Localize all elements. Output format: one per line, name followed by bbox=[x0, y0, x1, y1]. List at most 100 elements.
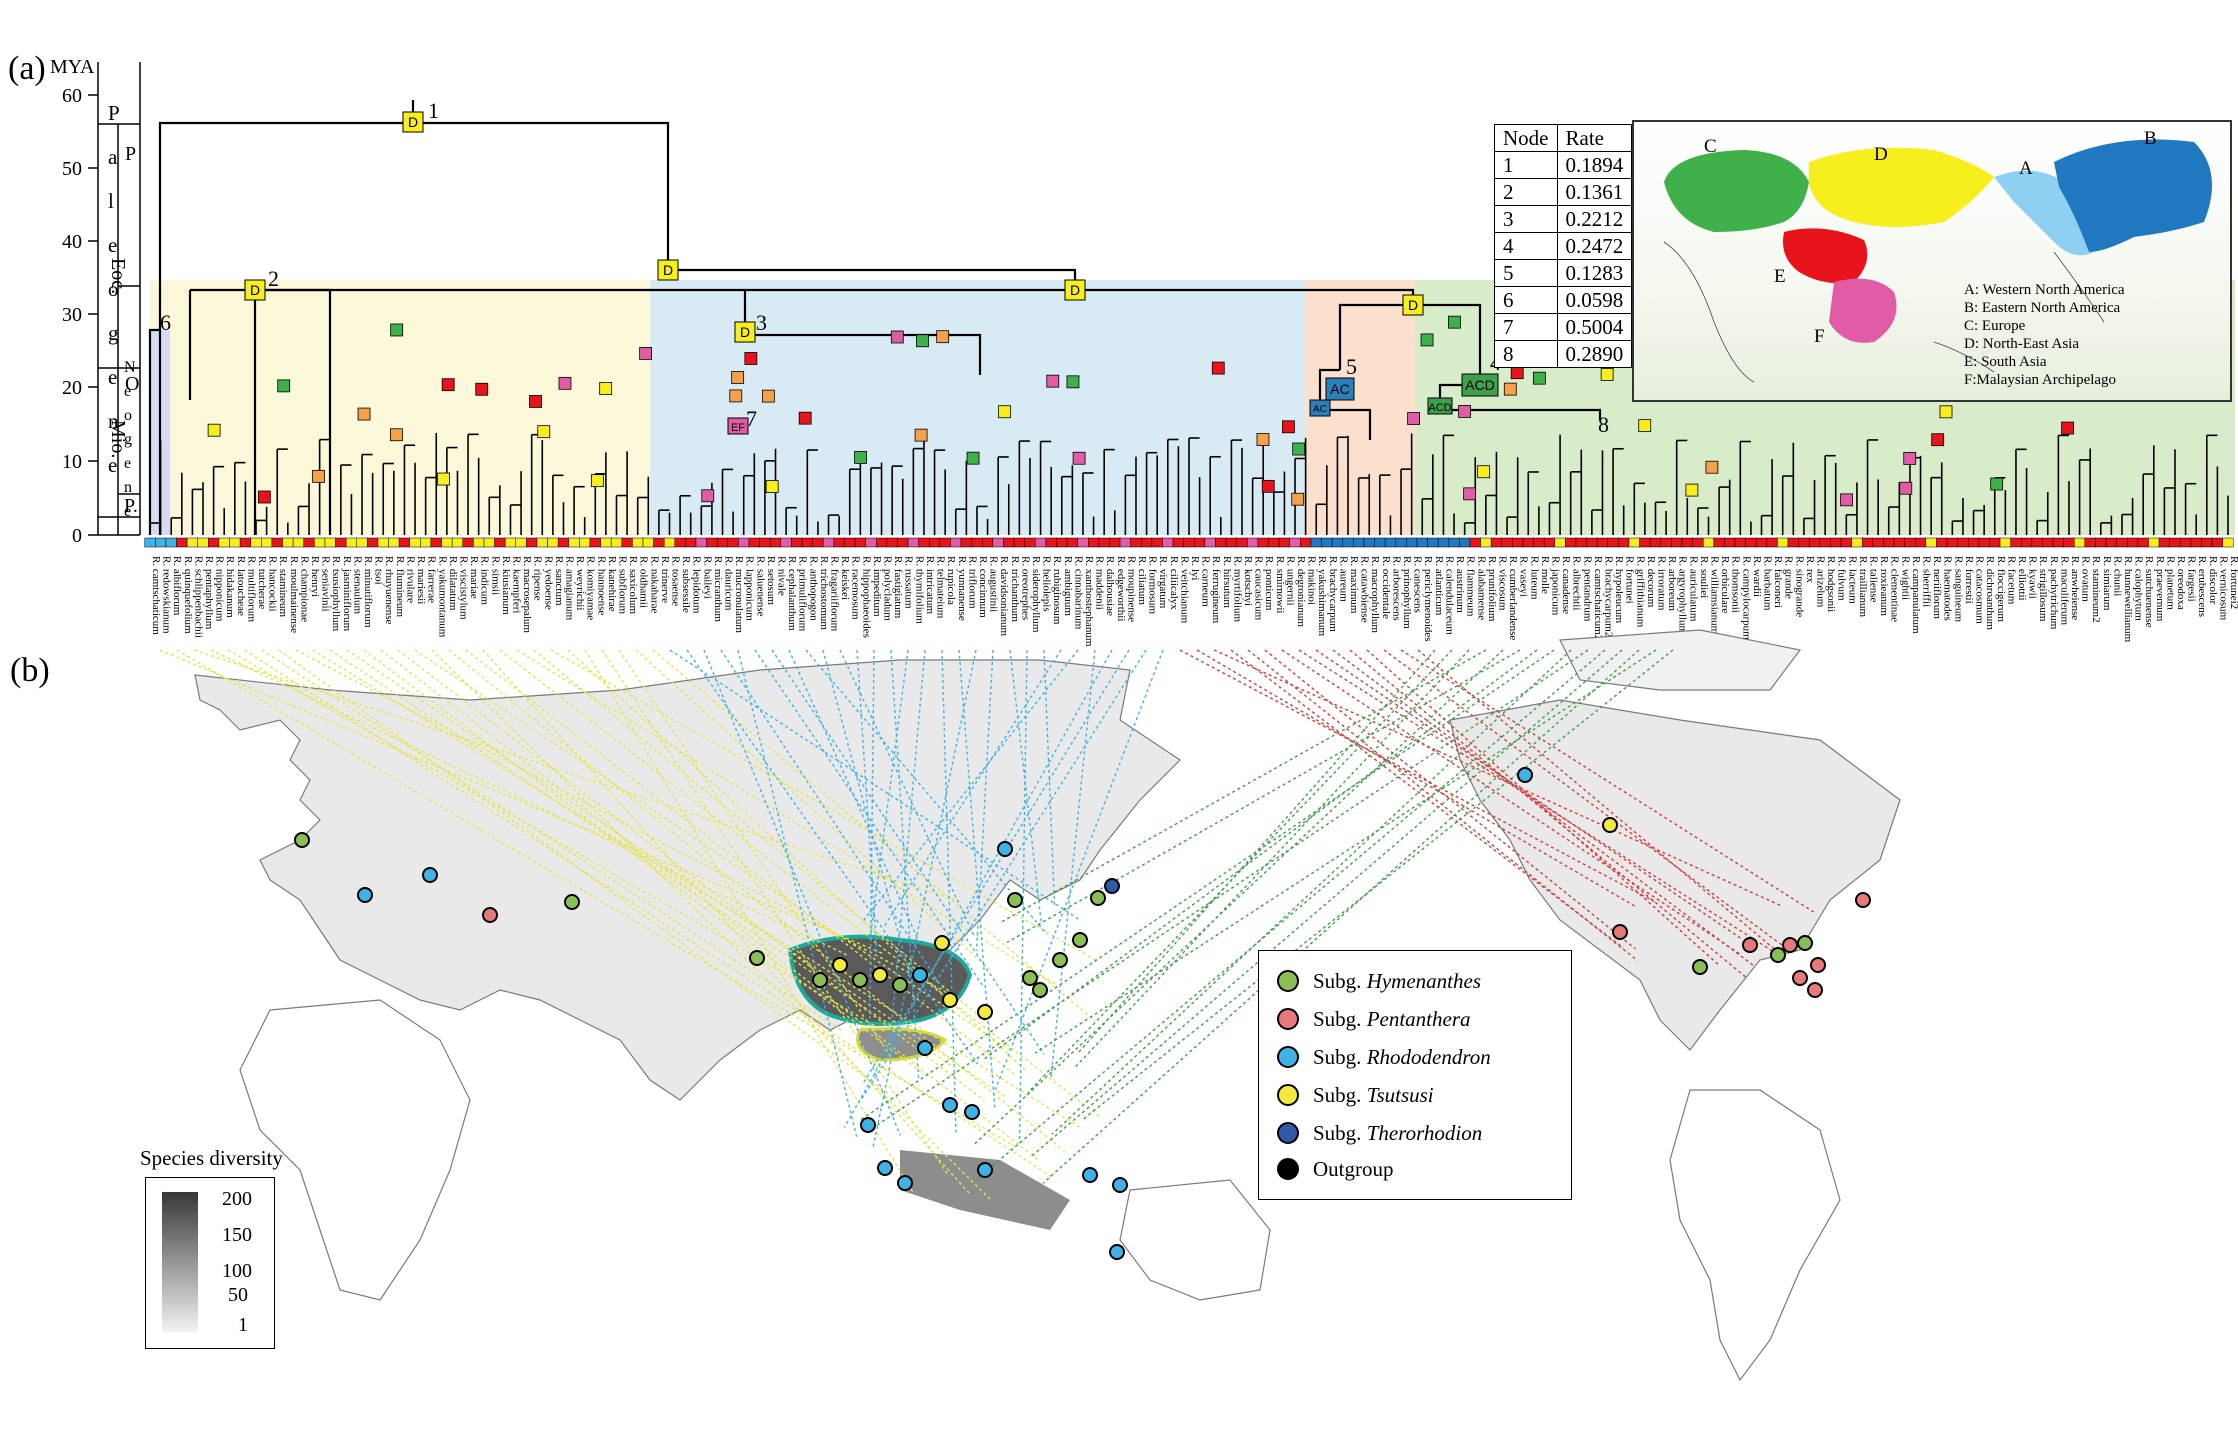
internal-node-marker bbox=[1638, 419, 1652, 433]
svg-text:AC: AC bbox=[1313, 404, 1327, 415]
species-name: R. griffithianum bbox=[1634, 556, 1646, 628]
species-name: R. flammeum bbox=[1465, 556, 1477, 617]
tip-area-cell bbox=[1236, 537, 1248, 548]
clade-bg-rhododendron bbox=[650, 280, 1305, 535]
tip-area-cell bbox=[377, 537, 389, 548]
tip-area-cell bbox=[1162, 537, 1174, 548]
species-name: R. hidakanum bbox=[224, 556, 236, 618]
dispersal-line bbox=[754, 649, 983, 986]
tip-area-cell bbox=[992, 537, 1004, 548]
dispersal-line bbox=[635, 649, 991, 971]
internal-node-marker bbox=[2061, 421, 2074, 435]
internal-node-marker bbox=[765, 480, 779, 494]
species-name: R. sinogrande bbox=[1793, 556, 1805, 617]
species-name: R. catawbiense bbox=[1359, 556, 1371, 623]
tip-area-cell bbox=[769, 537, 782, 548]
tip-area-cell bbox=[791, 537, 803, 548]
tip-area-cell bbox=[335, 537, 347, 548]
epoch-letter-neogene: e bbox=[124, 455, 131, 472]
svg-text:D: D bbox=[250, 282, 260, 298]
diversity-malesia bbox=[900, 1150, 1070, 1230]
epoch-letter-neogene: N bbox=[124, 359, 136, 376]
rate-table-rate: 0.1361 bbox=[1556, 178, 1633, 206]
tip-area-cell bbox=[1257, 537, 1269, 548]
species-name: R. subflorum bbox=[616, 556, 628, 615]
species-name: R. anthopogon bbox=[807, 556, 819, 621]
tip-area-cell bbox=[1840, 537, 1852, 548]
occurrence-point bbox=[357, 887, 373, 903]
species-name: R. intricatum bbox=[924, 556, 936, 614]
epoch-labels: P Eoc. O Mio. P. bbox=[107, 143, 139, 517]
diversity-tick-1: 1 bbox=[238, 1314, 248, 1336]
occurrence-point bbox=[897, 1175, 913, 1191]
tip-area-cell bbox=[610, 537, 623, 548]
occurrence-point bbox=[942, 1097, 958, 1113]
legend-dot-tsutsusi bbox=[1277, 1084, 1299, 1106]
rate-table-row: 2 0.1361 bbox=[1494, 178, 1633, 206]
species-name: R. floccigerum bbox=[1995, 556, 2007, 622]
species-name: R. periclymenoides bbox=[1422, 556, 1434, 642]
species-name: R. trichanthum bbox=[1009, 556, 1021, 622]
species-name: R. decorum bbox=[1645, 556, 1657, 608]
dispersal-line bbox=[888, 649, 926, 1058]
species-name: R. dilatatum bbox=[447, 556, 459, 611]
internal-node-marker bbox=[1477, 465, 1491, 479]
tip-area-cell bbox=[2105, 537, 2117, 548]
occurrence-point bbox=[1692, 959, 1708, 975]
tip-area-cell bbox=[282, 537, 294, 548]
species-name: R. schlippenbachii bbox=[192, 556, 204, 638]
internal-node-marker bbox=[701, 489, 715, 503]
tip-area-cell bbox=[547, 537, 559, 548]
node-1-box bbox=[402, 111, 424, 133]
rate-table-node: 6 bbox=[1494, 286, 1558, 314]
species-name: R. wardii bbox=[1751, 556, 1763, 597]
tip-area-cell bbox=[1172, 537, 1184, 548]
species-name: R. hippophaeoides bbox=[860, 556, 872, 638]
species-name: R. camtschaticum2 bbox=[1592, 556, 1604, 640]
time-axis-ticks: 60 50 40 30 20 10 0 bbox=[62, 85, 82, 547]
species-name: R. nakaharae bbox=[648, 556, 660, 614]
svg-text:A: Western North America: A: Western North America bbox=[1964, 282, 2125, 298]
occurrence-point bbox=[564, 894, 580, 910]
south-america-shape bbox=[1669, 1089, 1841, 1382]
tip-area-cell bbox=[2084, 537, 2096, 548]
legend-dot-therorhodion bbox=[1277, 1122, 1299, 1144]
tip-area-cell bbox=[1278, 537, 1290, 548]
species-name: R. kyawii bbox=[2027, 556, 2039, 599]
occurrence-point bbox=[422, 867, 438, 883]
species-name: R. irroratum bbox=[1655, 556, 1667, 611]
tip-area-cell bbox=[2010, 537, 2022, 548]
species-name: R. clementinae bbox=[1889, 556, 1901, 622]
dispersal-line bbox=[516, 649, 1059, 987]
tip-area-cell bbox=[939, 537, 951, 548]
tip-area-cell bbox=[494, 537, 506, 548]
australia-shape bbox=[1119, 1179, 1271, 1301]
diversity-tick-50: 50 bbox=[228, 1284, 248, 1306]
species-name: R. calophytum bbox=[2133, 556, 2145, 621]
species-name: R. yunnanense bbox=[956, 556, 968, 621]
species-name: R. hypoleucum bbox=[1613, 556, 1625, 624]
species-name: R. polycladum bbox=[882, 556, 894, 621]
tip-area-cell bbox=[1713, 537, 1725, 548]
tip-area-cell bbox=[1225, 537, 1237, 548]
species-name: R. stenaulum bbox=[351, 556, 363, 614]
epoch-letter-neogene: e bbox=[124, 383, 131, 400]
internal-node-marker bbox=[437, 472, 451, 486]
dispersal-line bbox=[872, 649, 977, 1148]
species-name: R. brachycarpum2 bbox=[1602, 556, 1614, 637]
region-d-ne-asia bbox=[1809, 147, 1994, 227]
dispersal-line bbox=[499, 649, 1101, 1118]
epoch-pli: P. bbox=[124, 495, 138, 517]
tip-area-cell bbox=[833, 537, 845, 548]
tip-area-cell bbox=[706, 537, 718, 548]
tip-area-cell bbox=[865, 537, 877, 548]
tip-area-cell bbox=[674, 537, 686, 548]
species-name: R. myrtifolium bbox=[1231, 556, 1243, 622]
internal-node-marker bbox=[207, 423, 221, 437]
species-name: R. thymifolium bbox=[913, 556, 925, 624]
species-name: R. kaempferi bbox=[510, 556, 522, 613]
tip-area-cell bbox=[2116, 537, 2128, 548]
svg-text:D: North-East Asia: D: North-East Asia bbox=[1964, 336, 2079, 352]
species-name: R. williamsianum bbox=[1709, 556, 1721, 635]
